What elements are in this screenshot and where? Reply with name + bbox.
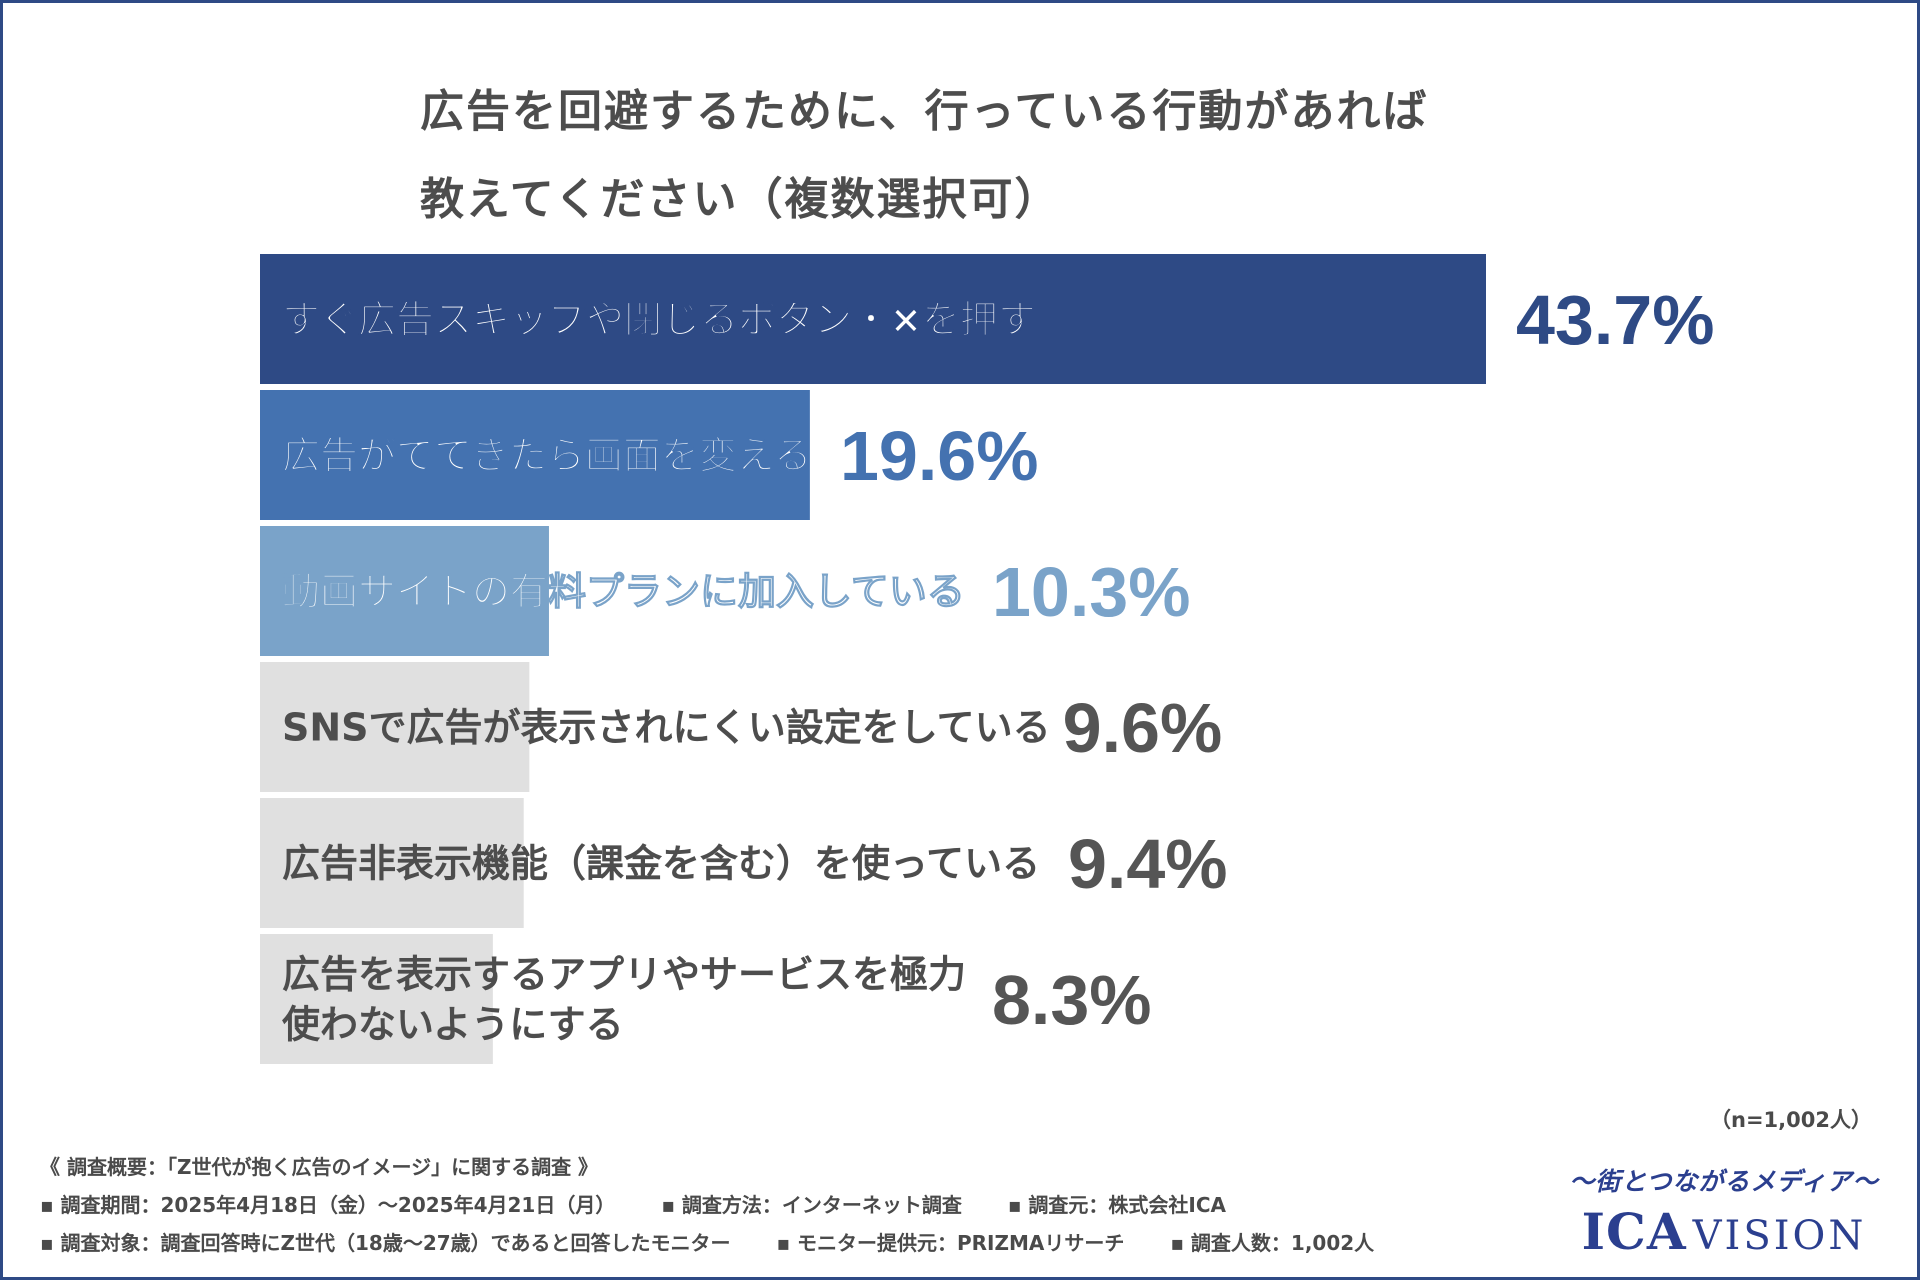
brand-wordmark-vision: VISION xyxy=(1692,1213,1867,1259)
bar-2 xyxy=(260,390,810,520)
value-label-3: 10.3% xyxy=(992,553,1190,631)
bar-6 xyxy=(260,934,493,1064)
value-label-2: 19.6% xyxy=(840,417,1038,495)
bar-label-6-line1: 広告を表示するアプリやサービスを極力 xyxy=(282,953,966,997)
sample-size-note: （n=1,002人） xyxy=(1710,1108,1872,1132)
survey-notes: 《 調査概要：「Z世代が抱く広告のイメージ」に関する調査 》 ▪ 調査期間：20… xyxy=(40,1148,1374,1262)
brand-wordmark-ica: ICA xyxy=(1581,1202,1687,1261)
bar-label-2: 広告がでてきたら画面を変える xyxy=(282,434,812,478)
brand-wordmark: ICA VISION xyxy=(1564,1202,1884,1261)
chart-title-line2: 教えてください（複数選択可） xyxy=(420,174,1061,225)
survey-period: ▪ 調査期間：2025年4月18日（金）〜2025年4月21日（月） xyxy=(40,1193,616,1217)
bar-3 xyxy=(260,526,549,656)
chart-title: 広告を回避するために、行っている行動があれば 教えてください（複数選択可） xyxy=(420,68,1428,244)
bar-label-4: SNSで広告が表示されにくい設定をしている xyxy=(282,706,1051,750)
bar-label-5: 広告非表示機能（課金を含む）を使っている xyxy=(282,842,1040,886)
value-label-6: 8.3% xyxy=(992,961,1152,1039)
value-label-1: 43.7% xyxy=(1516,281,1714,359)
value-label-4: 9.6% xyxy=(1063,689,1223,767)
chart-title-line1: 広告を回避するために、行っている行動があれば xyxy=(420,86,1429,137)
value-label-5: 9.4% xyxy=(1068,825,1228,903)
bar-4 xyxy=(260,662,530,792)
survey-row-2: ▪ 調査対象：調査回答時にZ世代（18歳〜27歳）であると回答したモニター ▪ モ… xyxy=(40,1224,1374,1262)
survey-target: ▪ 調査対象：調査回答時にZ世代（18歳〜27歳）であると回答したモニター xyxy=(40,1231,731,1255)
bar-label-3: 動画サイトの有料プランに加入している xyxy=(282,570,965,614)
survey-count: ▪ 調査人数：1,002人 xyxy=(1170,1231,1375,1255)
bar-1 xyxy=(260,254,1486,384)
survey-summary: 《 調査概要：「Z世代が抱く広告のイメージ」に関する調査 》 xyxy=(40,1155,599,1179)
bar-5 xyxy=(260,798,524,928)
bar-chart: すぐ広告スキップや閉じるボタン・×を押す 43.7% 広告がでてきたら画面を変える 1… xyxy=(260,254,1714,1064)
bar-label-6-line2: 使わないようにする xyxy=(282,1003,624,1047)
survey-source: ▪ 調査元：株式会社ICA xyxy=(1007,1193,1226,1217)
bar-label-1: すぐ広告スキップや閉じるボタン・×を押す xyxy=(282,298,1036,342)
brand-tagline: 〜街とつながるメディア〜 xyxy=(1569,1167,1879,1196)
brand-logo: 〜街とつながるメディア〜 ICA VISION xyxy=(1564,1162,1884,1261)
survey-provider: ▪ モニター提供元：PRIZMAリサーチ xyxy=(776,1231,1125,1255)
survey-row-1: ▪ 調査期間：2025年4月18日（金）〜2025年4月21日（月） ▪ 調査方法… xyxy=(40,1186,1374,1224)
survey-method: ▪ 調査方法：インターネット調査 xyxy=(661,1193,962,1217)
